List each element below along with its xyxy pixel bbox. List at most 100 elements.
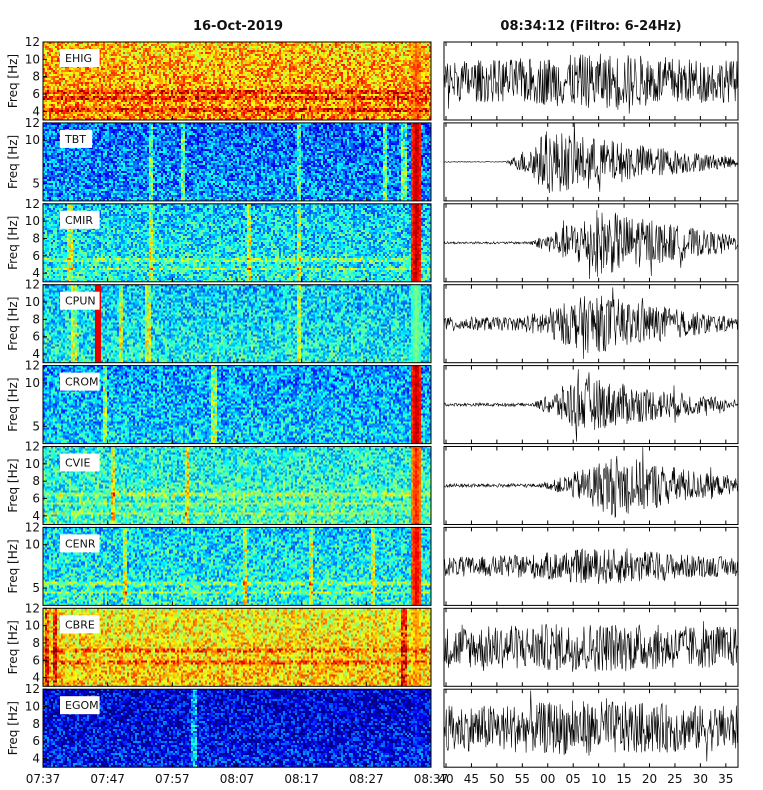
waveform-egom: [444, 690, 738, 762]
y-axis-cvie: 12 10 8 6 4: [25, 440, 47, 523]
seismogram-frame-crom: [443, 365, 739, 445]
y-tick-label: 12: [25, 440, 40, 454]
x-tick-label: 07:57: [155, 772, 190, 786]
station-label-cpun: CPUN: [60, 291, 100, 310]
seismogram-frame-cbre: [443, 607, 739, 687]
spectrogram-panel-ehig: EHIG 12 10 8 6 4 Freq [Hz]: [6, 35, 432, 121]
y-tick-label: 8: [32, 636, 40, 650]
y-tick-label: 12: [25, 359, 40, 373]
seismogram-frame-ehig: [443, 41, 739, 121]
station-name-tbt: TBT: [64, 133, 86, 146]
y-axis-label: Freq [Hz]: [6, 701, 20, 755]
y-tick-label: 12: [25, 601, 40, 615]
spectrogram-image-tbt: [43, 122, 431, 201]
spectrogram-panel-cmir: CMIR 12 10 8 6 4 Freq [Hz]: [6, 197, 432, 283]
seismogram-frame-cvie: [443, 446, 739, 525]
y-tick-label: 8: [32, 717, 40, 731]
x-tick-label: 20: [642, 772, 657, 786]
spectrogram-image-cbre: [43, 608, 431, 687]
waveform-cmir: [444, 210, 738, 280]
spectrogram-panel-cpun: CPUN 12 10 8 6 4 Freq [Hz]: [6, 278, 432, 364]
y-tick-label: 6: [32, 249, 40, 263]
seismogram-panel-ehig: [443, 41, 739, 121]
station-label-cenr: CENR: [60, 534, 100, 553]
station-name-crom: CROM: [65, 376, 98, 389]
y-axis-label: Freq [Hz]: [6, 539, 20, 593]
y-axis-tbt: 12 10 5: [25, 116, 47, 191]
spectrogram-panel-egom: EGOM 12 10 8 6 4 Freq [Hz]: [6, 682, 432, 768]
y-tick-label: 4: [32, 671, 40, 685]
y-tick-label: 10: [25, 619, 40, 633]
x-tick-label: 08:17: [284, 772, 319, 786]
station-name-cpun: CPUN: [65, 295, 96, 308]
y-axis-cenr: 12 10 5: [25, 520, 47, 595]
spectrogram-title: 16-Oct-2019: [193, 19, 283, 34]
seismogram-frame-cmir: [443, 203, 739, 283]
station-label-cmir: CMIR: [60, 210, 100, 229]
y-tick-label: 10: [25, 133, 40, 147]
y-axis-label: Freq [Hz]: [6, 297, 20, 351]
spectrogram-panel-cbre: CBRE 12 10 8 6 4 Freq [Hz]: [6, 601, 432, 687]
y-tick-label: 8: [32, 474, 40, 488]
y-tick-label: 10: [25, 538, 40, 552]
seismogram-panel-cbre: [443, 607, 739, 687]
y-tick-label: 8: [32, 312, 40, 326]
y-tick-label: 4: [32, 752, 40, 766]
spectrogram-image-cenr: [43, 527, 431, 606]
y-axis-cbre: 12 10 8 6 4: [25, 601, 47, 685]
station-label-cvie: CVIE: [60, 453, 100, 472]
x-tick-label: 10: [591, 772, 606, 786]
y-axis-cmir: 12 10 8 6 4: [25, 197, 47, 280]
spectrogram-time-axis: 07:37 07:47 07:57 08:07 08:17 08:27 08:37: [26, 772, 449, 786]
waveform-cpun: [444, 287, 738, 359]
spectrogram-image-cvie: [43, 446, 431, 525]
y-tick-label: 5: [32, 177, 40, 191]
y-axis-label: Freq [Hz]: [6, 620, 20, 674]
station-name-cbre: CBRE: [65, 618, 95, 631]
seismogram-title: 08:34:12 (Filtro: 6-24Hz): [500, 19, 681, 34]
station-name-cmir: CMIR: [65, 214, 93, 227]
y-tick-label: 6: [32, 492, 40, 506]
spectrogram-panel-cenr: CENR 12 10 5 Freq [Hz]: [6, 520, 432, 606]
station-label-tbt: TBT: [60, 129, 93, 148]
x-tick-label: 35: [718, 772, 733, 786]
waveform-cenr: [444, 548, 738, 585]
seismogram-time-axis: 40 45 50 55 00 05 10 15 20 25 30 35: [438, 772, 733, 786]
spectrogram-image-crom: [43, 365, 431, 444]
y-axis-crom: 12 10 5: [25, 359, 47, 433]
seismogram-panel-cmir: [443, 203, 739, 283]
y-tick-label: 12: [25, 520, 40, 534]
y-tick-label: 10: [25, 700, 40, 714]
y-tick-label: 8: [32, 70, 40, 84]
x-tick-label: 08:37: [414, 772, 449, 786]
x-tick-label: 25: [667, 772, 682, 786]
station-name-ehig: EHIG: [65, 52, 92, 65]
y-tick-label: 5: [32, 581, 40, 595]
x-tick-label: 55: [515, 772, 530, 786]
y-tick-label: 4: [32, 347, 40, 361]
spectrogram-image-cpun: [43, 284, 431, 363]
seismogram-panel-cvie: [443, 446, 739, 525]
spectrogram-image-ehig: [43, 42, 431, 120]
y-tick-label: 10: [25, 376, 40, 390]
spectrogram-panel-cvie: CVIE 12 10 8 6 4 Freq [Hz]: [6, 440, 432, 525]
y-axis-egom: 12 10 8 6 4: [25, 682, 47, 766]
y-tick-label: 10: [25, 214, 40, 228]
y-tick-label: 4: [32, 509, 40, 523]
spectrogram-image-egom: [43, 689, 431, 768]
y-tick-label: 6: [32, 87, 40, 101]
y-tick-label: 12: [25, 197, 40, 211]
waveform-tbt: [444, 122, 738, 194]
seismogram-frame-tbt: [443, 122, 739, 202]
waveform-ehig: [444, 53, 738, 114]
spectrogram-panel-tbt: TBT 12 10 5 Freq [Hz]: [6, 116, 432, 202]
y-tick-label: 10: [25, 457, 40, 471]
waveform-cbre: [444, 621, 738, 672]
x-tick-label: 07:47: [90, 772, 125, 786]
y-axis-label: Freq [Hz]: [6, 377, 20, 431]
station-label-crom: CROM: [60, 372, 100, 391]
x-tick-label: 08:27: [349, 772, 384, 786]
y-tick-label: 6: [32, 734, 40, 748]
seismogram-panel-cpun: [443, 284, 739, 364]
y-tick-label: 6: [32, 653, 40, 667]
